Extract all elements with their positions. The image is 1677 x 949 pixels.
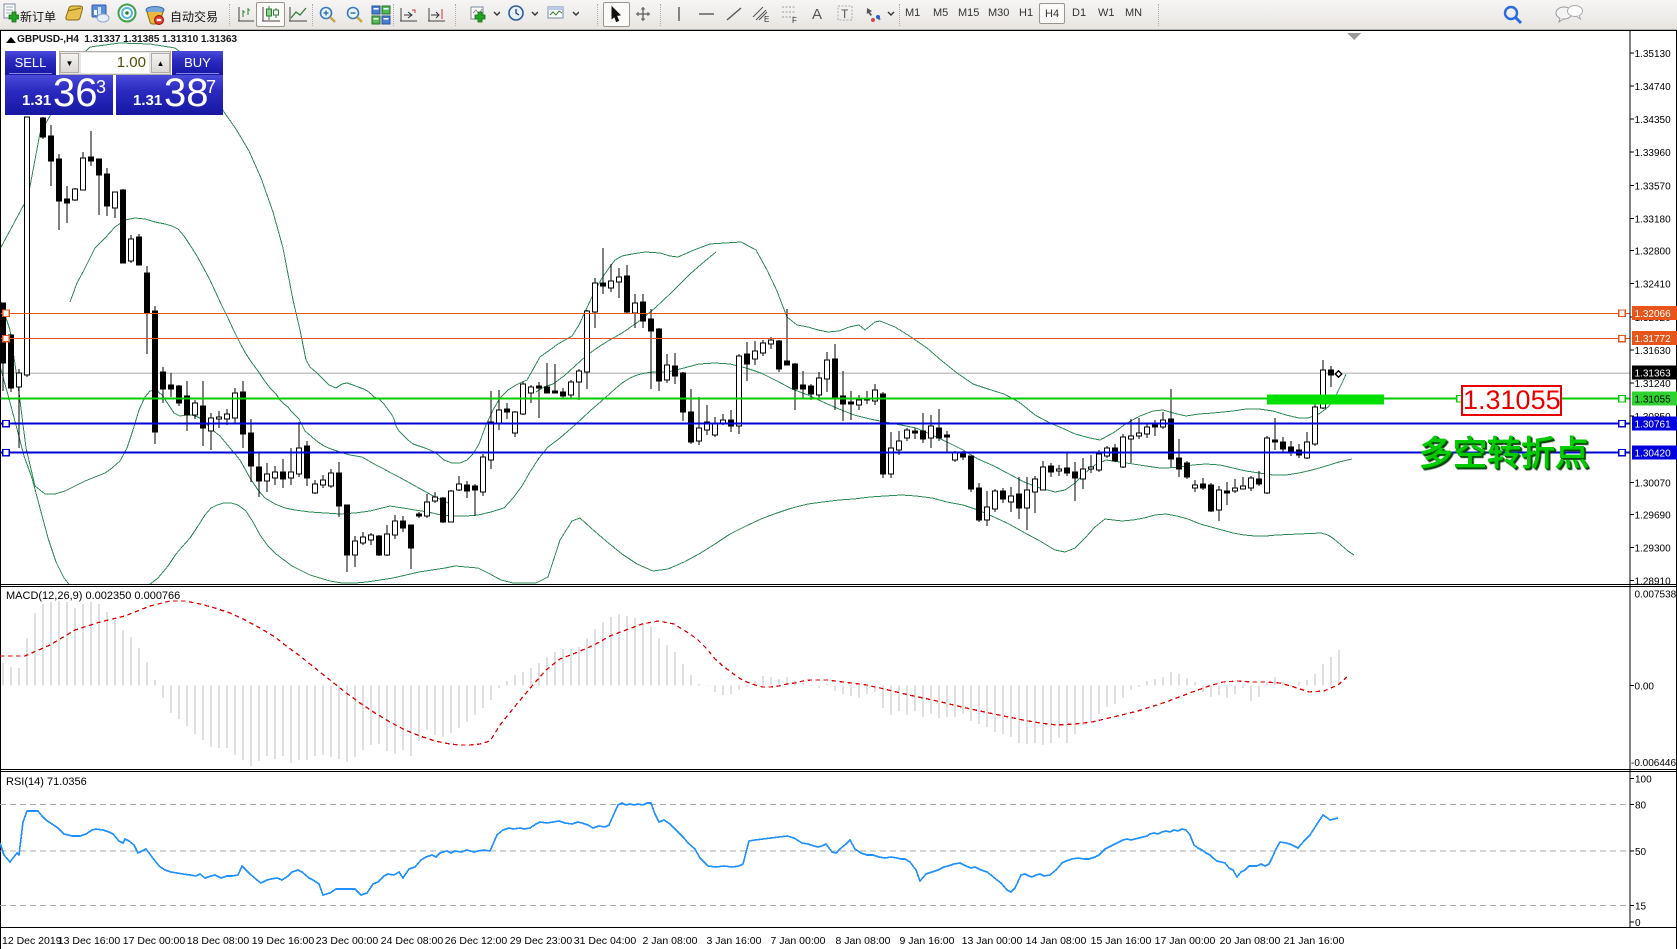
svg-text:7 Jan 00:00: 7 Jan 00:00 — [771, 935, 826, 947]
svg-text:18 Dec 08:00: 18 Dec 08:00 — [187, 935, 250, 947]
svg-text:12 Dec 2019: 12 Dec 2019 — [2, 935, 62, 947]
svg-text:-0.006446: -0.006446 — [1631, 758, 1676, 769]
svg-text:31 Dec 04:00: 31 Dec 04:00 — [574, 935, 637, 947]
svg-text:1.30420: 1.30420 — [1635, 449, 1672, 460]
svg-text:50: 50 — [1635, 847, 1647, 858]
svg-text:15: 15 — [1635, 901, 1647, 912]
svg-text:0.007538: 0.007538 — [1635, 590, 1677, 601]
svg-text:8 Jan 08:00: 8 Jan 08:00 — [836, 935, 891, 947]
svg-text:17 Dec 00:00: 17 Dec 00:00 — [123, 935, 186, 947]
svg-text:1.34350: 1.34350 — [1635, 115, 1672, 126]
svg-text:80: 80 — [1635, 800, 1647, 811]
svg-text:0.00: 0.00 — [1635, 682, 1655, 693]
svg-text:29 Dec 23:00: 29 Dec 23:00 — [510, 935, 573, 947]
svg-text:3 Jan 16:00: 3 Jan 16:00 — [707, 935, 762, 947]
svg-text:1.32800: 1.32800 — [1635, 247, 1672, 258]
svg-text:1.28910: 1.28910 — [1635, 577, 1672, 588]
svg-text:19 Dec 16:00: 19 Dec 16:00 — [252, 935, 315, 947]
svg-text:1.29690: 1.29690 — [1635, 511, 1672, 522]
svg-text:14 Jan 08:00: 14 Jan 08:00 — [1026, 935, 1087, 947]
svg-text:1.31363: 1.31363 — [1635, 369, 1672, 380]
svg-text:1.34740: 1.34740 — [1635, 82, 1672, 93]
svg-text:26 Dec 12:00: 26 Dec 12:00 — [445, 935, 508, 947]
svg-text:0: 0 — [1635, 918, 1641, 929]
svg-text:1.33180: 1.33180 — [1635, 214, 1672, 225]
svg-text:F: F — [792, 16, 797, 25]
svg-text:1.30070: 1.30070 — [1635, 478, 1672, 489]
svg-text:T: T — [841, 7, 849, 21]
svg-text:13 Jan 00:00: 13 Jan 00:00 — [962, 935, 1023, 947]
svg-text:1.31055: 1.31055 — [1635, 395, 1672, 406]
svg-text:A: A — [812, 6, 822, 23]
svg-text:1.29300: 1.29300 — [1635, 544, 1672, 555]
svg-text:1.31240: 1.31240 — [1635, 379, 1672, 390]
svg-text:2 Jan 08:00: 2 Jan 08:00 — [643, 935, 698, 947]
svg-text:23 Dec 00:00: 23 Dec 00:00 — [316, 935, 379, 947]
svg-text:1.35130: 1.35130 — [1635, 49, 1672, 60]
svg-text:21 Jan 16:00: 21 Jan 16:00 — [1284, 935, 1345, 947]
svg-text:1.30761: 1.30761 — [1635, 420, 1672, 431]
svg-text:20 Jan 08:00: 20 Jan 08:00 — [1220, 935, 1281, 947]
svg-text:100: 100 — [1635, 775, 1652, 786]
svg-text:1.31630: 1.31630 — [1635, 346, 1672, 357]
svg-text:13 Dec 16:00: 13 Dec 16:00 — [58, 935, 121, 947]
svg-text:1.31772: 1.31772 — [1635, 334, 1672, 345]
svg-text:E: E — [764, 15, 769, 24]
svg-text:15 Jan 16:00: 15 Jan 16:00 — [1091, 935, 1152, 947]
svg-text:9 Jan 16:00: 9 Jan 16:00 — [900, 935, 955, 947]
svg-text:24 Dec 08:00: 24 Dec 08:00 — [381, 935, 444, 947]
svg-text:1.32066: 1.32066 — [1635, 309, 1672, 320]
svg-text:1.32410: 1.32410 — [1635, 280, 1672, 291]
svg-text:1.33960: 1.33960 — [1635, 148, 1672, 159]
svg-text:17 Jan 00:00: 17 Jan 00:00 — [1155, 935, 1216, 947]
svg-text:1.33570: 1.33570 — [1635, 181, 1672, 192]
